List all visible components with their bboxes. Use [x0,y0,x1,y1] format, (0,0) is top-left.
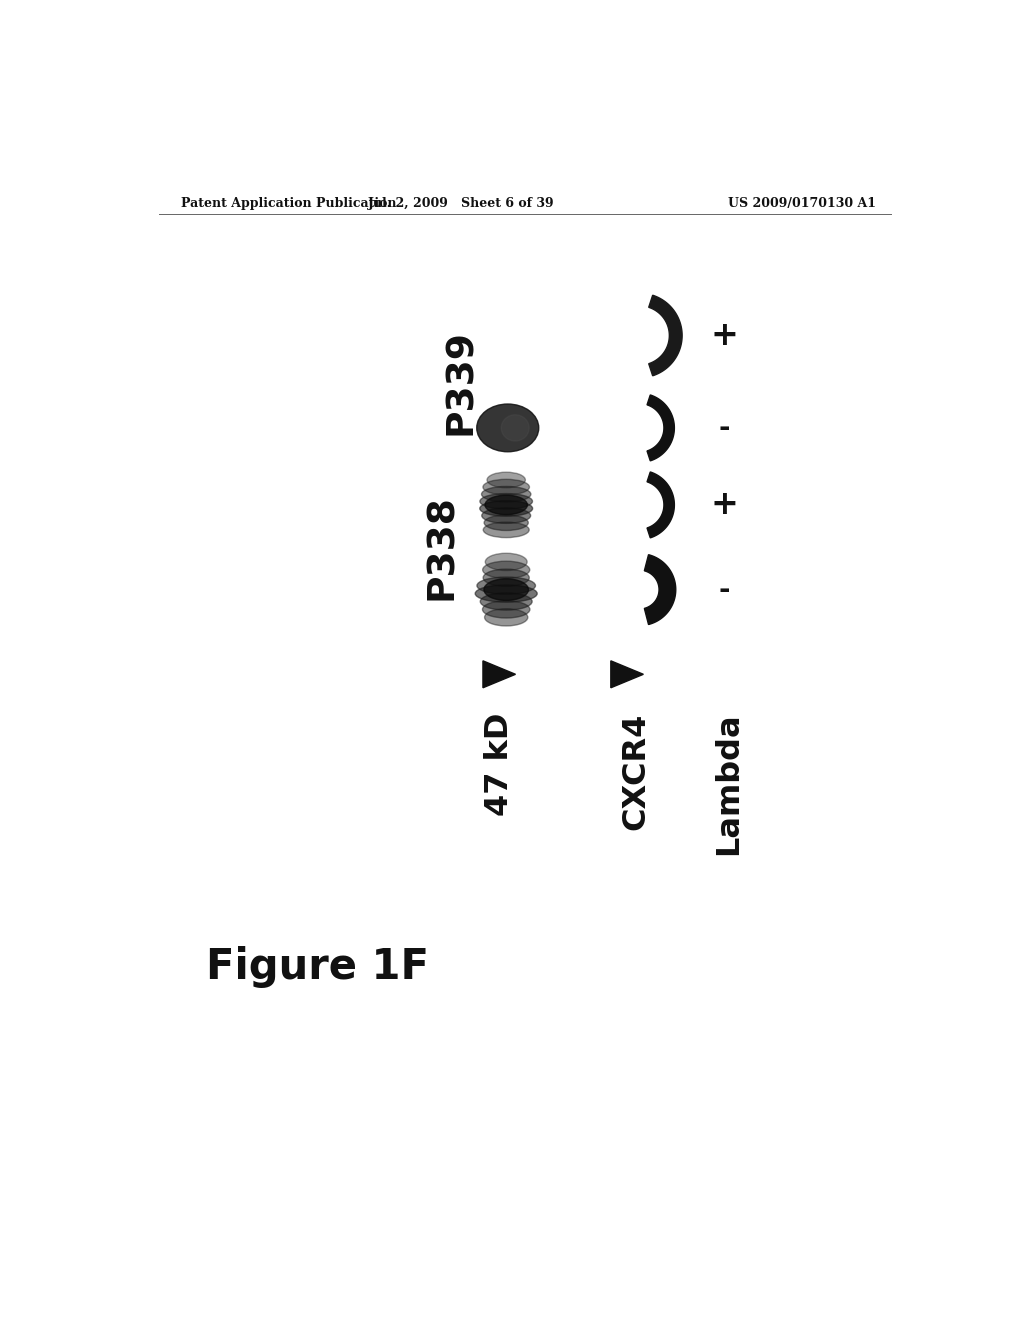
Text: -: - [719,414,730,442]
Polygon shape [483,661,515,688]
Text: CXCR4: CXCR4 [621,713,651,830]
Text: Figure 1F: Figure 1F [206,946,428,987]
Ellipse shape [483,523,529,537]
Text: P338: P338 [424,494,460,601]
Ellipse shape [481,487,530,502]
Ellipse shape [482,601,529,618]
Ellipse shape [480,494,532,510]
Text: P339: P339 [443,329,479,434]
Text: Lambda: Lambda [713,713,744,855]
Text: -: - [719,576,730,603]
Ellipse shape [482,561,529,578]
Polygon shape [611,661,643,688]
Ellipse shape [475,585,538,602]
Ellipse shape [483,569,529,586]
Text: +: + [711,488,738,521]
Text: Jul. 2, 2009   Sheet 6 of 39: Jul. 2, 2009 Sheet 6 of 39 [368,197,555,210]
Ellipse shape [484,609,527,626]
Ellipse shape [484,515,528,531]
Ellipse shape [484,578,528,601]
Polygon shape [644,554,676,624]
Ellipse shape [480,500,532,516]
Ellipse shape [485,495,527,515]
Text: +: + [711,319,738,352]
Ellipse shape [487,473,525,487]
Text: US 2009/0170130 A1: US 2009/0170130 A1 [728,197,877,210]
Polygon shape [649,296,682,376]
Ellipse shape [481,508,530,523]
Polygon shape [647,473,675,537]
Text: Patent Application Publication: Patent Application Publication [180,197,396,210]
Ellipse shape [477,577,536,594]
Ellipse shape [483,479,529,495]
Polygon shape [647,395,675,461]
Ellipse shape [485,553,527,570]
Ellipse shape [480,593,532,610]
Text: 47 kD: 47 kD [484,713,515,816]
Ellipse shape [477,404,539,451]
Ellipse shape [501,414,529,441]
